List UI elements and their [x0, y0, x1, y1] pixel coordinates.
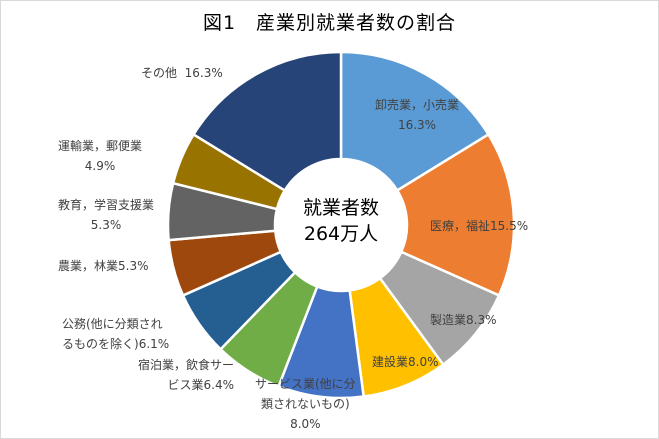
label-medical: 医療，福祉15.5% [430, 219, 529, 233]
label-other: その他 16.3% [141, 66, 223, 80]
label-transport: 運輸業，郵便業 4.9% [58, 139, 143, 173]
label-hospitality: 宿泊業，飲食サー ビス業6.4% [138, 358, 235, 392]
chart-title: 図1 産業別就業者数の割合 [202, 12, 457, 34]
label-services: サービス業(他に分 類されないもの) 8.0% [255, 377, 356, 431]
center-label-line1: 就業者数 [302, 197, 379, 219]
pie-slice [191, 50, 343, 193]
label-wholesale: 卸売業，小売業 16.3% [375, 98, 460, 132]
label-manufacturing: 製造業8.3% [430, 313, 497, 327]
label-agriculture: 農業，林業5.3% [58, 259, 149, 273]
label-education: 教育，学習支援業 5.3% [58, 198, 155, 232]
center-label: 就業者数 264万人 [281, 195, 401, 247]
label-construction: 建設業8.0% [372, 355, 439, 369]
label-public: 公務(他に分類され るものを除く)6.1% [62, 317, 170, 351]
pie-slice [395, 132, 516, 298]
center-label-line2: 264万人 [303, 223, 379, 245]
